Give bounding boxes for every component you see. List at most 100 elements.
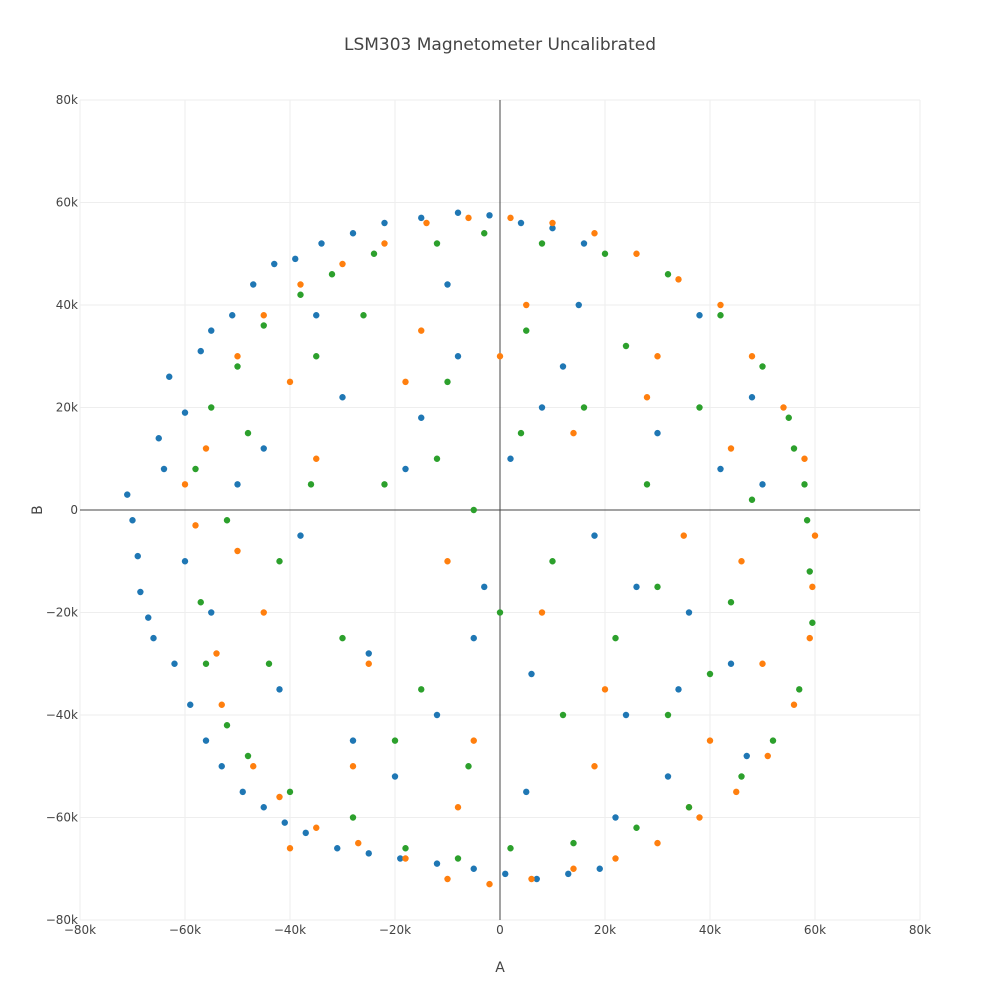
data-point: [444, 558, 451, 565]
data-point: [727, 660, 735, 667]
data-point: [664, 773, 672, 780]
data-point: [654, 839, 661, 847]
x-tick-label: 60k: [804, 923, 826, 937]
data-point: [234, 547, 241, 555]
data-point: [360, 312, 367, 319]
data-point: [643, 481, 651, 488]
data-point: [313, 312, 320, 319]
data-point: [538, 404, 546, 411]
data-point: [706, 670, 714, 678]
data-point: [433, 860, 441, 867]
data-point: [465, 214, 472, 222]
data-point: [612, 634, 619, 642]
data-point: [391, 773, 399, 780]
series-1: [124, 209, 766, 883]
y-axis-ticks: −80k −60k −40k −20k 0 20k 40k 60k 80k: [46, 93, 78, 927]
data-point: [265, 660, 273, 667]
data-point: [202, 660, 210, 667]
data-point: [423, 219, 430, 227]
data-point: [454, 804, 462, 811]
data-point: [801, 455, 808, 462]
data-point: [444, 875, 451, 883]
data-point: [517, 219, 525, 227]
data-point: [496, 353, 504, 360]
data-point: [481, 583, 488, 591]
data-point: [507, 214, 514, 222]
data-point: [570, 429, 577, 437]
data-point: [234, 481, 241, 488]
data-point: [559, 711, 567, 719]
data-point: [622, 342, 630, 350]
data-point: [276, 793, 283, 801]
y-tick-label: 40k: [56, 298, 78, 312]
zero-lines: [80, 100, 920, 920]
data-point: [318, 240, 325, 247]
data-point: [260, 312, 267, 319]
data-point: [276, 686, 283, 693]
data-point: [470, 634, 477, 642]
data-point: [260, 322, 267, 329]
y-tick-label: 0: [70, 503, 78, 517]
data-point: [208, 404, 215, 411]
data-point: [171, 660, 178, 667]
data-point: [622, 711, 630, 719]
data-point: [433, 711, 441, 719]
y-tick-label: 60k: [56, 196, 78, 210]
data-point: [664, 271, 672, 278]
data-point: [418, 414, 425, 421]
data-point: [365, 660, 372, 667]
data-point: [591, 230, 598, 237]
data-point: [281, 819, 288, 826]
data-point: [397, 855, 404, 862]
data-point: [717, 312, 724, 319]
x-tick-label: 20k: [594, 923, 616, 937]
data-point: [685, 609, 693, 616]
data-point: [575, 301, 582, 309]
data-point: [286, 788, 294, 796]
y-axis-title: B: [30, 505, 46, 515]
data-point: [381, 481, 388, 488]
data-point: [759, 660, 766, 667]
data-point: [349, 230, 357, 237]
data-point: [213, 650, 220, 657]
data-point: [307, 481, 315, 488]
data-points: [124, 209, 819, 888]
data-point: [601, 250, 609, 257]
data-point: [129, 517, 136, 524]
data-point: [738, 773, 745, 780]
data-point: [339, 394, 346, 401]
data-point: [134, 552, 141, 560]
plot-area: [79, 99, 921, 921]
data-point: [811, 532, 819, 539]
x-tick-label: −60k: [169, 923, 201, 937]
data-point: [334, 845, 341, 852]
data-point: [365, 850, 372, 857]
data-point: [313, 353, 320, 360]
data-point: [208, 609, 215, 616]
data-point: [297, 291, 304, 298]
data-point: [454, 353, 462, 360]
data-point: [381, 240, 388, 247]
data-point: [271, 260, 278, 268]
data-point: [302, 829, 309, 837]
y-tick-label: 20k: [56, 401, 78, 415]
data-point: [654, 429, 661, 437]
data-point: [470, 865, 477, 872]
data-point: [612, 855, 619, 862]
data-point: [433, 455, 441, 462]
data-point: [433, 240, 441, 247]
data-point: [717, 301, 724, 309]
data-point: [796, 686, 803, 693]
data-point: [465, 763, 472, 770]
data-point: [470, 506, 477, 514]
data-point: [759, 481, 766, 488]
data-point: [496, 609, 504, 616]
data-point: [780, 404, 787, 411]
x-tick-label: 80k: [909, 923, 931, 937]
series-2: [181, 214, 819, 888]
data-point: [339, 634, 346, 642]
data-point: [470, 737, 477, 744]
data-point: [580, 404, 588, 411]
data-point: [790, 445, 798, 452]
